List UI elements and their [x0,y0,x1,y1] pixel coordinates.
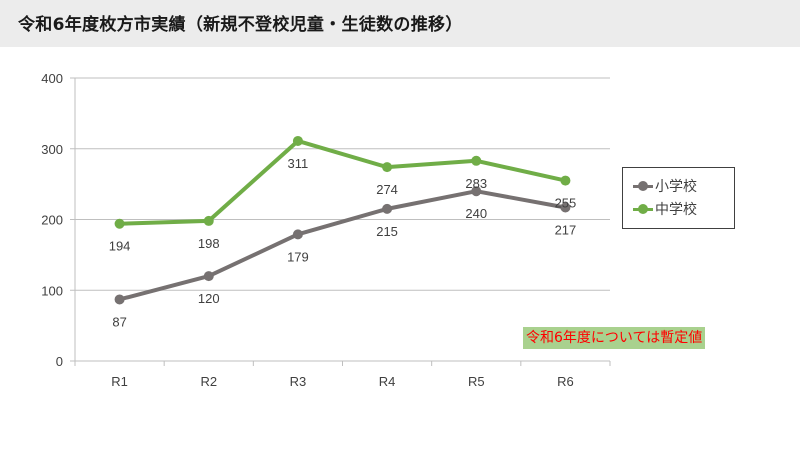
data-label: 311 [288,156,309,171]
legend-marker-icon [633,204,653,214]
title-bar: 令和6年度枚方市実績（新規不登校児童・生徒数の推移） [0,0,800,47]
provisional-note: 令和6年度については暫定値 [523,327,706,349]
legend-marker-icon [633,181,653,191]
legend-label: 小学校 [655,179,697,195]
legend-label: 中学校 [655,202,697,218]
y-tick-label: 0 [56,354,63,369]
data-point [560,202,571,213]
x-tick-label: R1 [111,374,128,389]
data-label: 120 [198,291,220,306]
data-point [382,203,393,214]
y-tick-label: 300 [41,142,63,157]
data-point [560,175,571,186]
data-point [471,186,482,197]
series-lines [114,135,571,305]
data-label: 255 [555,196,577,211]
data-point [292,135,303,146]
data-label: 240 [465,206,487,221]
x-tick-label: R3 [290,374,307,389]
data-label: 215 [376,224,398,239]
data-label: 87 [112,314,126,329]
data-point [292,229,303,240]
data-point [203,215,214,226]
data-label: 194 [109,239,131,254]
data-point [114,218,125,229]
series-line [119,189,566,302]
x-tick-label: R5 [468,374,485,389]
x-tick-label: R4 [379,374,396,389]
data-label: 283 [465,176,487,191]
x-tick-label: R6 [557,374,574,389]
x-tick-label: R2 [200,374,217,389]
y-tick-label: 100 [41,283,63,298]
data-label: 179 [287,249,309,264]
page-title: 令和6年度枚方市実績（新規不登校児童・生徒数の推移） [18,15,463,35]
data-label: 217 [555,222,577,237]
y-tick-label: 200 [41,213,63,228]
data-point [203,271,214,282]
data-point [114,294,125,305]
gridlines [75,77,610,291]
data-point [471,155,482,166]
chart-legend: 小学校 中学校 [622,167,735,229]
data-label: 198 [198,236,220,251]
y-tick-label: 400 [41,71,63,86]
series-line [119,138,566,226]
legend-item-junior-high: 中学校 [633,199,697,219]
axes: 0 100 200 300 400 R1 R2 R3 R4 R5 R6 [41,71,611,389]
legend-item-elementary: 小学校 [633,176,697,196]
data-point [382,162,393,173]
data-label: 274 [376,182,398,197]
data-labels: 87 120 179 215 240 217 194 198 311 274 283 255 [109,156,577,329]
